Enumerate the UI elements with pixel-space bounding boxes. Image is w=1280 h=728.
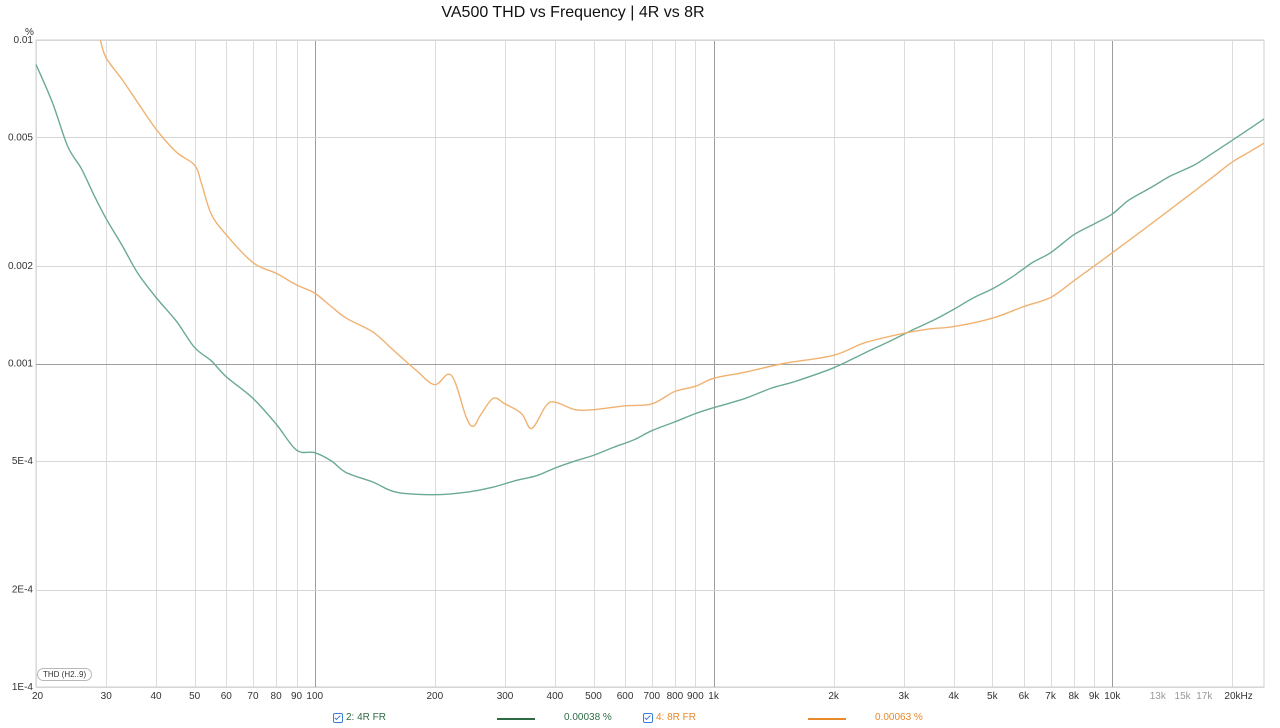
y-tick-label: 0.002	[8, 261, 33, 272]
x-tick-label: 600	[617, 691, 634, 702]
checkbox-checked-icon[interactable]	[333, 712, 343, 723]
x-tick-label: 15k	[1175, 691, 1192, 702]
x-tick-label: 80	[271, 691, 283, 702]
y-tick-label: 0.001	[8, 359, 33, 370]
y-tick-labels: 0.01 0.005 0.002 0.001 5E-4 2E-4 1E-4	[8, 35, 33, 693]
x-tick-label: 400	[547, 691, 564, 702]
y-tick-label: 0.005	[8, 132, 33, 143]
x-tick-label: 500	[585, 691, 602, 702]
x-tick-labels: 20 30 40 50 60 70 80 90 100 200 300 400 500 600 700 800…	[32, 691, 1253, 702]
y-axis-unit: %	[25, 27, 34, 38]
x-tick-label: 8k	[1068, 691, 1080, 702]
x-tick-label: 30	[101, 691, 113, 702]
x-tick-label: 20kHz	[1224, 691, 1252, 702]
x-tick-label: 90	[291, 691, 303, 702]
x-tick-label: 17k	[1196, 691, 1213, 702]
legend-label-4r: 2: 4R FR	[346, 712, 387, 723]
measurement-badge[interactable]: THD (H2..9)	[37, 668, 93, 681]
y-tick-label: 5E-4	[12, 456, 34, 467]
x-tick-label: 1k	[708, 691, 720, 702]
x-tick-label: 3k	[899, 691, 911, 702]
legend-swatch-8r	[808, 718, 846, 720]
x-tick-label: 800	[667, 691, 684, 702]
checkbox-checked-icon[interactable]	[643, 712, 653, 723]
legend-value-8r: 0.00063 %	[875, 712, 923, 723]
series-layer	[35, 39, 1265, 496]
x-tick-label: 9k	[1089, 691, 1101, 702]
series-line-8r[interactable]	[99, 39, 1265, 430]
legend-swatch-4r	[497, 718, 535, 720]
y-tick-label: 1E-4	[12, 682, 34, 693]
x-tick-label: 2k	[828, 691, 840, 702]
x-tick-label: 700	[643, 691, 660, 702]
x-tick-label: 40	[150, 691, 162, 702]
legend-item-4r[interactable]: 2: 4R FR	[333, 712, 386, 723]
x-tick-label: 6k	[1019, 691, 1031, 702]
x-tick-label: 50	[189, 691, 201, 702]
legend: 2: 4R FR 0.00038 % 4: 8R FR 0.00063 %	[0, 708, 1280, 728]
legend-label-8r: 4: 8R FR	[656, 712, 697, 723]
x-tick-label: 900	[687, 691, 704, 702]
y-tick-label: 2E-4	[12, 585, 34, 596]
x-tick-label: 200	[426, 691, 443, 702]
x-tick-label: 7k	[1045, 691, 1057, 702]
chart-title: VA500 THD vs Frequency | 4R vs 8R	[441, 4, 705, 21]
legend-value-4r-text: 0.00038 %	[564, 712, 612, 723]
legend-value-8r-text: 0.00063 %	[875, 712, 923, 723]
x-tick-label: 60	[221, 691, 233, 702]
x-tick-label: 300	[497, 691, 514, 702]
x-tick-label: 4k	[948, 691, 960, 702]
legend-value-4r: 0.00038 %	[564, 712, 612, 723]
x-tick-label: 100	[306, 691, 323, 702]
series-line-4r[interactable]	[35, 64, 1265, 496]
legend-item-8r[interactable]: 4: 8R FR	[643, 712, 696, 723]
y-tick-label: 0.01	[14, 35, 34, 46]
x-tick-label: 13k	[1150, 691, 1167, 702]
x-tick-label: 20	[32, 691, 44, 702]
x-tick-label: 70	[247, 691, 259, 702]
thd-plot[interactable]: 0.01 0.005 0.002 0.001 5E-4 2E-4 1E-4 20 30 40 50…	[0, 0, 1280, 708]
x-tick-label: 10k	[1104, 691, 1121, 702]
grid	[35, 39, 1265, 688]
x-tick-label: 5k	[987, 691, 999, 702]
